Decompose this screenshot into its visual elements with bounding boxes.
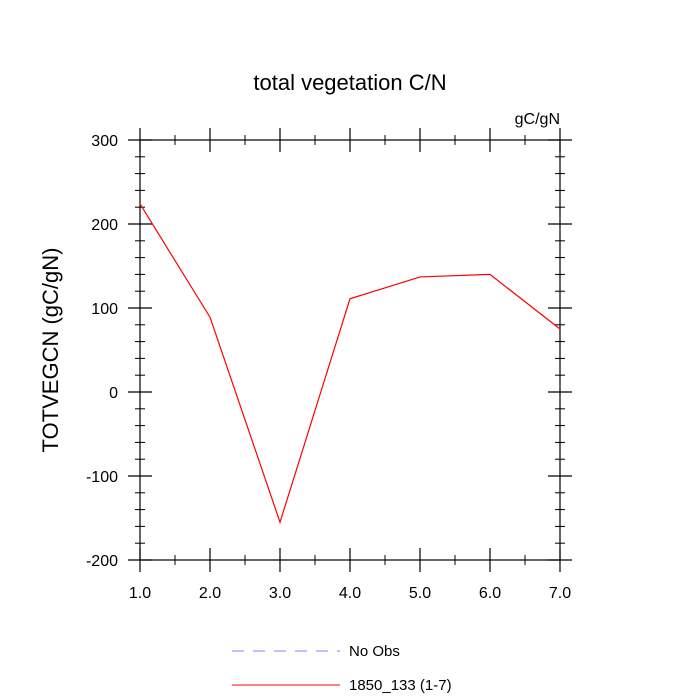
units-label: gC/gN (515, 111, 560, 128)
x-tick-label: 2.0 (199, 585, 221, 602)
y-axis-label: TOTVEGCN (gC/gN) (38, 248, 63, 453)
axis-tick-labels: 1.0 2.0 3.0 4.0 5.0 6.0 7.0 -200 -100 0 100 200 300 (86, 133, 571, 602)
y-tick-label: 300 (91, 133, 118, 150)
plot-frame (139, 139, 561, 561)
axis-ticks (128, 128, 572, 572)
x-tick-label: 5.0 (409, 585, 431, 602)
series-lines (139, 203, 561, 525)
series-line (139, 203, 561, 525)
y-tick-label: 100 (91, 301, 118, 318)
legend-label: No Obs (349, 643, 400, 660)
x-tick-label: 6.0 (479, 585, 501, 602)
y-tick-label: -200 (86, 553, 118, 570)
y-tick-label: 0 (109, 385, 118, 402)
legend-label: 1850_133 (1-7) (349, 677, 452, 694)
legend: No Obs 1850_133 (1-7) (232, 643, 452, 694)
chart-title: total vegetation C/N (253, 70, 446, 95)
x-tick-label: 3.0 (269, 585, 291, 602)
x-tick-label: 1.0 (129, 585, 151, 602)
y-tick-label: -100 (86, 469, 118, 486)
x-tick-label: 4.0 (339, 585, 361, 602)
x-tick-label: 7.0 (549, 585, 571, 602)
y-tick-label: 200 (91, 217, 118, 234)
